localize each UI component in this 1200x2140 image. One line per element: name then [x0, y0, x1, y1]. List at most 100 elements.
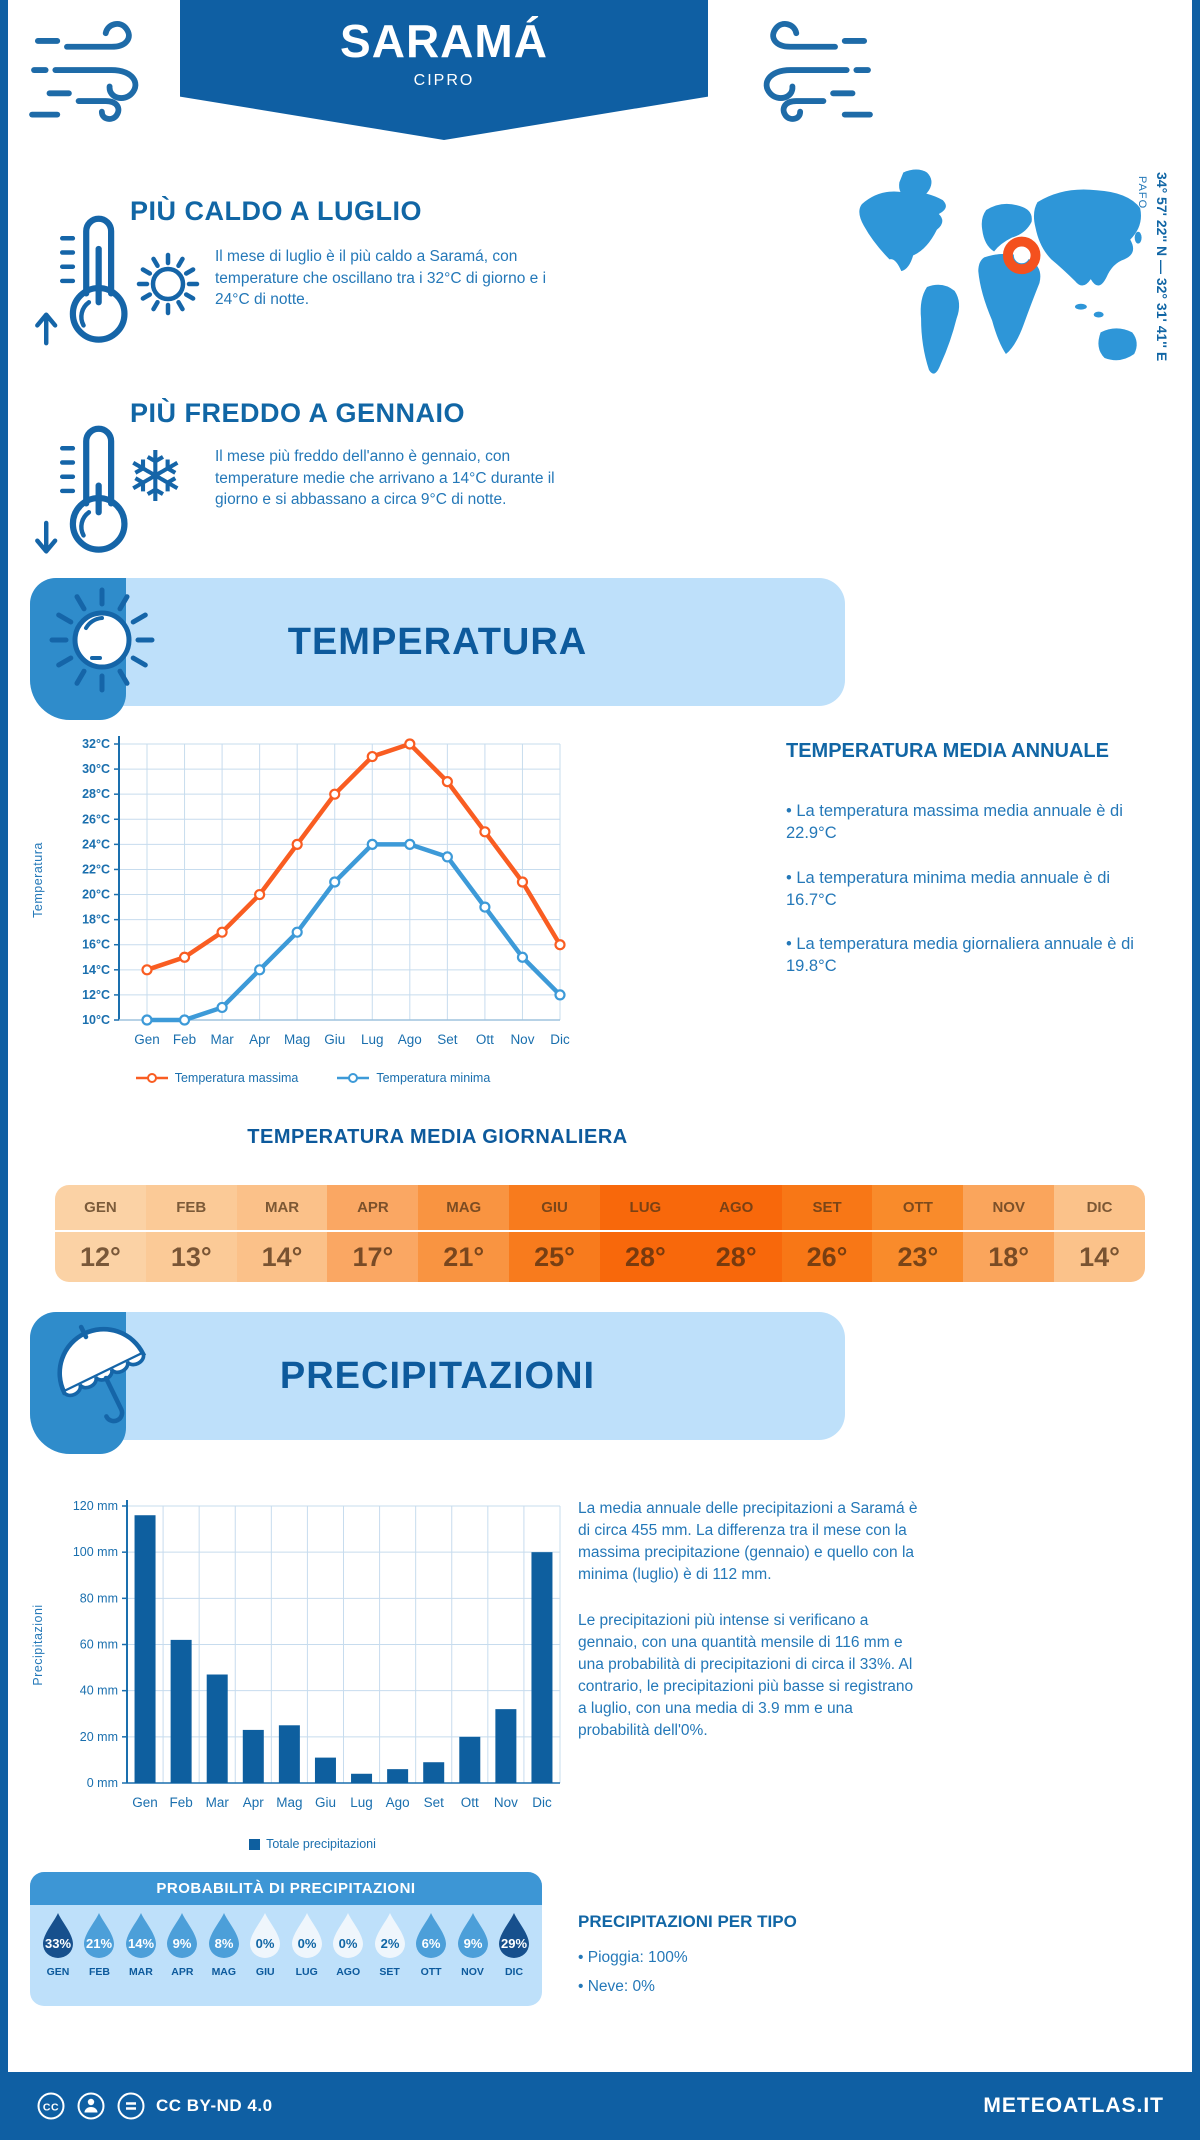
svg-text:Dic: Dic [550, 1032, 570, 1047]
temperature-chart: 32°C 30°C 28°C 26°C 24°C 22°C 20°C 18°C 16°C 14°C… [55, 712, 570, 1085]
droplet-icon: 9% [457, 1913, 488, 1958]
precipitation-types-title: PRECIPITAZIONI PER TIPO [578, 1912, 797, 1931]
svg-text:Ago: Ago [398, 1032, 422, 1047]
cc-nd-icon [117, 2092, 145, 2120]
probability-droplet: 9% APR [162, 1911, 202, 1978]
svg-text:Mag: Mag [276, 1795, 302, 1810]
droplet-icon: 29% [498, 1913, 529, 1958]
droplet-month-label: GEN [46, 1966, 70, 1978]
precipitation-banner: PRECIPITAZIONI [30, 1312, 845, 1454]
svg-text:21%: 21% [86, 1936, 112, 1951]
svg-text:100 mm: 100 mm [73, 1545, 118, 1559]
month-temperature-cell: GIU 25° [509, 1185, 600, 1282]
month-temperature-cell: DIC 14° [1054, 1185, 1145, 1282]
page-subtitle: CIPRO [413, 72, 475, 89]
svg-text:20°C: 20°C [82, 888, 110, 902]
probability-droplet: 6% OTT [411, 1911, 451, 1978]
month-temperature-value: 28° [624, 1241, 666, 1272]
month-temperature-cell: NOV 18° [963, 1185, 1055, 1282]
site-label: METEOATLAS.IT [983, 2094, 1164, 2117]
probability-title: PROBABILITÀ DI PRECIPITAZIONI [30, 1872, 542, 1905]
svg-text:Gen: Gen [132, 1795, 158, 1810]
svg-text:Ago: Ago [386, 1795, 410, 1810]
droplet-month-label: MAG [211, 1966, 237, 1978]
title-banner: SARAMÁ CIPRO [180, 0, 708, 140]
month-temperature-value: 28° [715, 1241, 757, 1272]
svg-text:18°C: 18°C [82, 913, 110, 927]
section-title: PRECIPITAZIONI [279, 1354, 596, 1397]
svg-text:CC: CC [43, 2102, 59, 2114]
svg-text:9%: 9% [173, 1936, 192, 1951]
svg-text:Lug: Lug [350, 1795, 373, 1810]
cold-title: PIÙ FREDDO A GENNAIO [130, 398, 466, 428]
svg-text:40 mm: 40 mm [80, 1684, 118, 1698]
footer: CC CC BY-ND 4.0 METEOATLAS.IT [8, 2072, 1192, 2140]
cc-by-icon [77, 2092, 105, 2120]
hot-title: PIÙ CALDO A LUGLIO [130, 196, 422, 226]
month-temperature-cell: SET 26° [781, 1185, 873, 1282]
month-label: DIC [1054, 1185, 1145, 1232]
probability-droplets: 33% GEN 21% FEB 14% MAR 9% APR 8% MAG 0% GIU 0% LUG 0%… [30, 1905, 542, 1978]
month-temperature-cell: LUG 28° [599, 1185, 691, 1282]
droplet-icon: 21% [84, 1913, 115, 1958]
annual-temperature-title: TEMPERATURA MEDIA ANNUALE [786, 740, 1109, 762]
probability-droplet: 8% MAG [204, 1911, 244, 1978]
svg-text:Feb: Feb [173, 1032, 196, 1047]
svg-text:33%: 33% [45, 1936, 71, 1951]
precipitation-chart: 0 mm 20 mm 40 mm 60 mm 80 mm 100 mm 120 mm Gen F… [55, 1490, 570, 1851]
svg-text:16°C: 16°C [82, 938, 110, 952]
precipitation-type-item: • Pioggia: 100% [578, 1949, 688, 1966]
svg-text:10°C: 10°C [82, 1013, 110, 1027]
month-temperature-cell: OTT 23° [872, 1185, 964, 1282]
svg-text:30°C: 30°C [82, 762, 110, 776]
droplet-icon: 0% [291, 1913, 322, 1958]
svg-text:80 mm: 80 mm [80, 1591, 118, 1605]
annual-bullet: • La temperatura minima media annuale è … [786, 868, 1111, 909]
umbrella-icon [57, 1324, 147, 1424]
month-temperature-value: 13° [170, 1241, 212, 1272]
month-label: NOV [963, 1185, 1055, 1232]
daily-temperature-title: TEMPERATURA MEDIA GIORNALIERA [247, 1126, 628, 1148]
probability-droplet: 29% DIC [494, 1911, 534, 1978]
temperature-line-chart: 32°C 30°C 28°C 26°C 24°C 22°C 20°C 18°C 16°C 14°C… [82, 736, 570, 1047]
svg-text:14%: 14% [128, 1936, 154, 1951]
legend-item: Temperatura minima [336, 1071, 490, 1085]
precipitation-text: La media annuale delle precipitazioni a … [578, 1498, 923, 1766]
svg-text:Nov: Nov [510, 1032, 534, 1047]
thermometer-up-icon [35, 215, 128, 346]
precipitation-bar-chart: 0 mm 20 mm 40 mm 60 mm 80 mm 100 mm 120 mm Gen F… [73, 1499, 561, 1810]
probability-droplet: 14% MAR [121, 1911, 161, 1978]
svg-text:14°C: 14°C [82, 963, 110, 977]
probability-droplet: 0% GIU [245, 1911, 285, 1978]
probability-droplet: 0% AGO [328, 1911, 368, 1978]
svg-text:Mag: Mag [284, 1032, 310, 1047]
svg-text:6%: 6% [422, 1936, 441, 1951]
month-temperature-cell: APR 17° [327, 1185, 419, 1282]
hot-text: Il mese di luglio è il più caldo a Saram… [215, 248, 547, 309]
world-map [859, 169, 1142, 374]
svg-text:Gen: Gen [134, 1032, 160, 1047]
precipitation-legend: Totale precipitazioni [55, 1837, 570, 1851]
svg-text:2%: 2% [380, 1936, 399, 1951]
svg-text:Ott: Ott [461, 1795, 479, 1810]
svg-text:22°C: 22°C [82, 862, 110, 876]
svg-text:32°C: 32°C [82, 737, 110, 751]
section-title: TEMPERATURA [287, 620, 588, 663]
svg-text:Mar: Mar [206, 1795, 230, 1810]
svg-text:0 mm: 0 mm [87, 1776, 118, 1790]
temperature-legend: Temperatura massima Temperatura minima [55, 1071, 570, 1085]
precipitation-types-list: • Pioggia: 100% • Neve: 0% [578, 1944, 688, 2001]
svg-text:29%: 29% [501, 1936, 527, 1951]
svg-text:Ott: Ott [476, 1032, 494, 1047]
license-label: CC BY-ND 4.0 [156, 2096, 273, 2115]
droplet-icon: 6% [416, 1913, 447, 1958]
probability-droplet: 2% SET [370, 1911, 410, 1978]
month-label: SET [781, 1185, 873, 1232]
snowflake-icon: ❄ [126, 438, 185, 516]
legend-item: Temperatura massima [135, 1071, 298, 1085]
svg-text:28°C: 28°C [82, 787, 110, 801]
svg-text:120 mm: 120 mm [73, 1499, 118, 1513]
month-temperature-value: 25° [534, 1241, 575, 1272]
svg-text:Dic: Dic [532, 1795, 552, 1810]
